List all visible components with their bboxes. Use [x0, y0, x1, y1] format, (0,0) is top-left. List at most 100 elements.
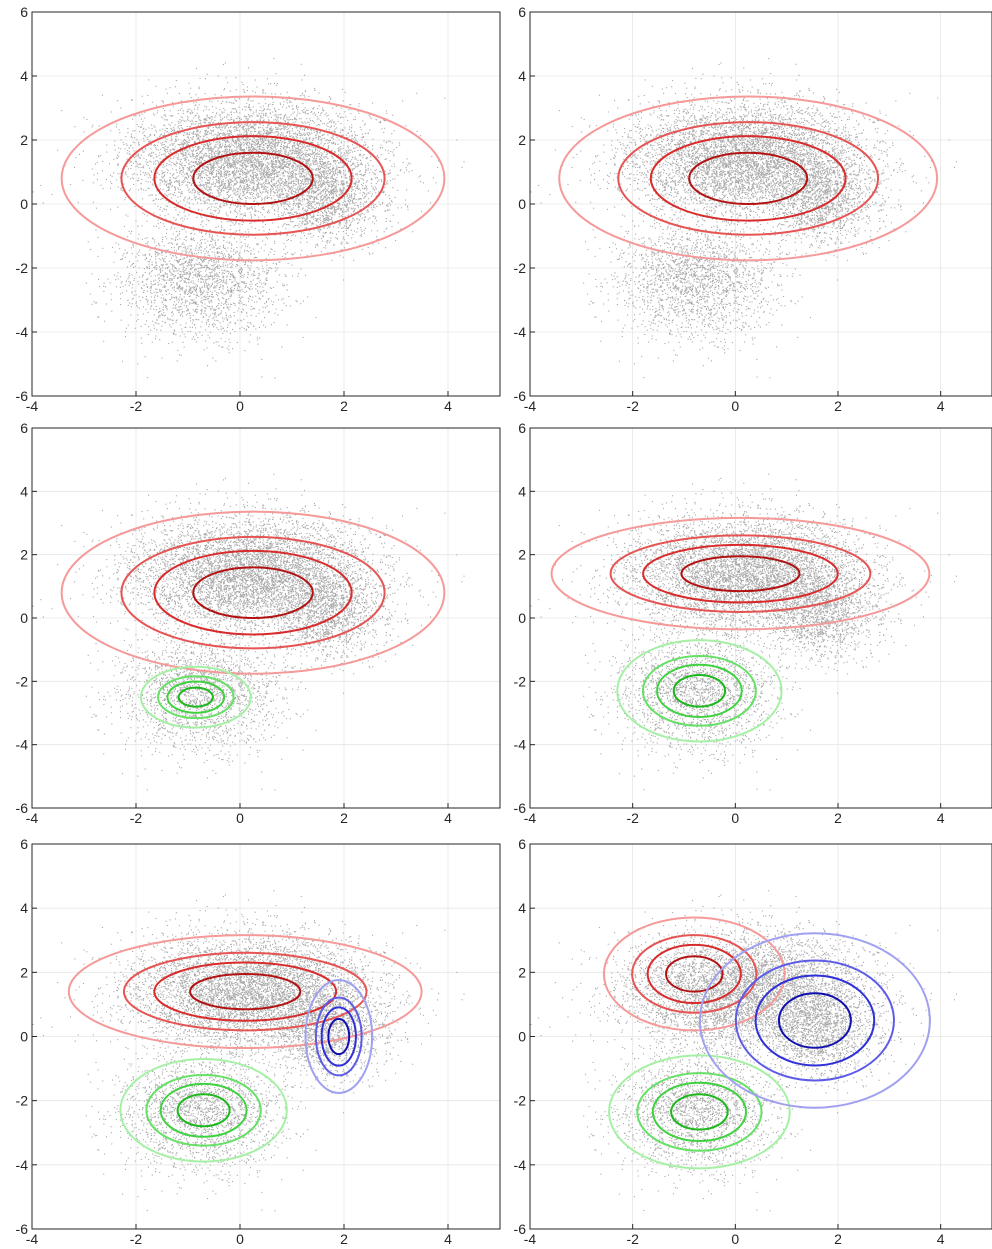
data-point [183, 211, 185, 213]
data-point [354, 190, 357, 192]
data-point [340, 160, 342, 162]
data-point [175, 238, 177, 240]
data-point [393, 149, 395, 151]
data-point [385, 110, 387, 112]
data-point [276, 191, 278, 193]
data-point [327, 134, 329, 136]
data-point [259, 281, 261, 283]
data-point [328, 142, 330, 144]
data-point [148, 153, 150, 155]
data-point [210, 275, 212, 277]
data-point [142, 132, 144, 134]
data-point [344, 155, 346, 157]
data-point [149, 174, 151, 176]
data-point [235, 182, 237, 185]
data-point [387, 204, 389, 206]
data-point [242, 179, 244, 181]
data-point [216, 195, 218, 197]
data-point [235, 109, 237, 111]
data-point [142, 189, 144, 191]
data-point [326, 124, 328, 126]
data-point [183, 280, 185, 282]
data-point [289, 196, 291, 198]
data-point [214, 203, 217, 205]
data-point [215, 313, 217, 315]
data-point [242, 221, 244, 223]
data-point [150, 275, 152, 277]
data-point [323, 205, 325, 207]
data-point [214, 277, 216, 279]
data-point [198, 115, 200, 117]
data-point [238, 294, 240, 296]
data-point [306, 181, 308, 183]
data-point [225, 292, 228, 294]
data-point [300, 185, 302, 187]
data-point [293, 203, 295, 205]
data-point [257, 136, 260, 139]
data-point [301, 121, 303, 123]
data-point [195, 161, 197, 163]
data-point [173, 149, 175, 151]
data-point [259, 195, 261, 197]
data-point [197, 108, 199, 110]
data-point [148, 135, 150, 137]
data-point [140, 166, 142, 168]
data-point [259, 337, 261, 339]
data-point [217, 147, 219, 149]
data-point [241, 271, 243, 273]
data-point [310, 232, 312, 234]
data-point [279, 102, 281, 104]
data-point [193, 123, 195, 125]
data-point [331, 131, 333, 133]
data-point [308, 191, 310, 193]
data-point [233, 108, 235, 110]
data-point [231, 170, 233, 172]
data-point [320, 183, 322, 185]
data-point [203, 259, 205, 261]
data-point [209, 143, 211, 145]
data-point [295, 152, 298, 154]
data-point [179, 335, 181, 337]
data-point [232, 264, 234, 266]
data-point [161, 210, 163, 212]
data-point [272, 262, 274, 264]
data-point [201, 281, 203, 283]
data-point [285, 107, 287, 109]
data-point [292, 189, 294, 191]
data-point [203, 349, 205, 351]
data-point [208, 199, 210, 201]
data-point [238, 130, 241, 132]
data-point [314, 185, 316, 187]
data-point [158, 242, 160, 244]
data-point [273, 114, 275, 116]
data-point [303, 174, 305, 176]
data-point [307, 179, 309, 181]
data-point [238, 307, 240, 309]
data-point [207, 175, 209, 177]
data-point [239, 170, 241, 172]
data-point [124, 256, 126, 258]
data-point [345, 158, 348, 160]
data-point [164, 166, 166, 168]
data-point [146, 237, 148, 239]
data-point [172, 224, 174, 226]
data-point [233, 302, 235, 304]
data-point [237, 137, 239, 139]
data-point [280, 124, 282, 126]
data-point [260, 144, 262, 146]
data-point [271, 198, 273, 200]
data-point [159, 129, 161, 131]
data-point [248, 97, 250, 99]
data-point [273, 185, 275, 187]
data-point [128, 275, 130, 277]
data-point [272, 186, 274, 188]
data-point [169, 110, 171, 112]
data-point [231, 267, 233, 269]
data-point [243, 89, 245, 91]
data-point [318, 144, 320, 146]
data-point [179, 132, 181, 134]
data-point [271, 173, 273, 175]
data-point [189, 317, 191, 319]
data-point [267, 168, 269, 170]
data-point [326, 218, 328, 220]
